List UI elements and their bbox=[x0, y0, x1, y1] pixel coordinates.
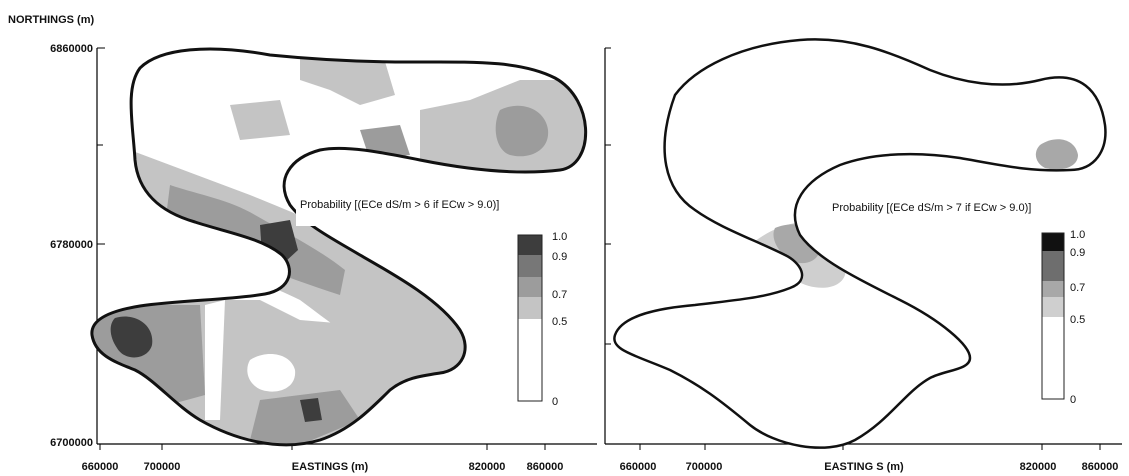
legend-swatch-0 bbox=[518, 319, 542, 401]
left-legend: 1.0 0.9 0.7 0.5 0 bbox=[517, 231, 567, 408]
legend-frame bbox=[517, 234, 543, 402]
zone-0-7 bbox=[495, 105, 549, 157]
zone-1-0 bbox=[110, 316, 153, 358]
probability-title: Probability [(ECe dS/m > 7 if ECw > 9.0)… bbox=[832, 202, 1031, 214]
legend-label: 0 bbox=[1070, 394, 1076, 406]
legend-swatch-0-9 bbox=[1042, 251, 1064, 281]
legend-label: 0.7 bbox=[1070, 282, 1085, 294]
x-tick-label: 660000 bbox=[82, 461, 119, 473]
x-tick-label: 820000 bbox=[469, 461, 506, 473]
left-map-panel: 6860000 6780000 6700000 660000 700000 82… bbox=[50, 43, 597, 473]
legend-swatch-0-5 bbox=[1042, 297, 1064, 317]
legend-swatch-1-0 bbox=[1042, 233, 1064, 251]
y-tick-label: 6700000 bbox=[50, 437, 93, 449]
legend-label: 0.5 bbox=[1070, 314, 1085, 326]
legend-label: 0 bbox=[552, 396, 558, 408]
zone-0-7 bbox=[1035, 139, 1078, 170]
x-tick-label: 860000 bbox=[1082, 461, 1119, 473]
legend-label: 0.5 bbox=[552, 316, 567, 328]
y-axis-title: NORTHINGS (m) bbox=[8, 14, 95, 26]
legend-label: 0.9 bbox=[552, 251, 567, 263]
title-backdrop bbox=[296, 192, 594, 226]
x-tick-label: 860000 bbox=[527, 461, 564, 473]
legend-swatch-0 bbox=[1042, 317, 1064, 399]
legend-swatch-0-7 bbox=[1042, 281, 1064, 297]
x-tick-label: 820000 bbox=[1020, 461, 1057, 473]
x-axis-title: EASTING S (m) bbox=[824, 461, 904, 473]
legend-swatch-0-7 bbox=[518, 277, 542, 297]
legend-label: 1.0 bbox=[552, 231, 567, 243]
x-axis-title: EASTINGS (m) bbox=[292, 461, 369, 473]
x-tick-label: 660000 bbox=[620, 461, 657, 473]
zone-0 bbox=[205, 300, 225, 420]
study-area-boundary bbox=[90, 47, 588, 447]
legend-swatch-0-5 bbox=[518, 297, 542, 319]
right-legend: 1.0 0.9 0.7 0.5 0 bbox=[1041, 229, 1085, 406]
x-tick-label: 700000 bbox=[686, 461, 723, 473]
legend-swatch-0-9 bbox=[518, 255, 542, 277]
legend-label: 1.0 bbox=[1070, 229, 1085, 241]
y-tick-label: 6860000 bbox=[50, 43, 93, 55]
legend-label: 0.9 bbox=[1070, 247, 1085, 259]
probability-title: Probability [(ECe dS/m > 6 if ECw > 9.0)… bbox=[300, 199, 499, 211]
x-tick-label: 700000 bbox=[144, 461, 181, 473]
legend-frame bbox=[1041, 232, 1065, 400]
y-tick-label: 6780000 bbox=[50, 239, 93, 251]
legend-label: 0.7 bbox=[552, 289, 567, 301]
study-area-boundary bbox=[613, 38, 1107, 449]
zone-0-5 bbox=[230, 100, 290, 140]
legend-swatch-1-0 bbox=[518, 235, 542, 255]
zone-0 bbox=[247, 354, 296, 392]
zone-1-0 bbox=[300, 398, 322, 422]
right-map-panel: 660000 700000 820000 860000 EASTING S (m… bbox=[604, 38, 1122, 473]
